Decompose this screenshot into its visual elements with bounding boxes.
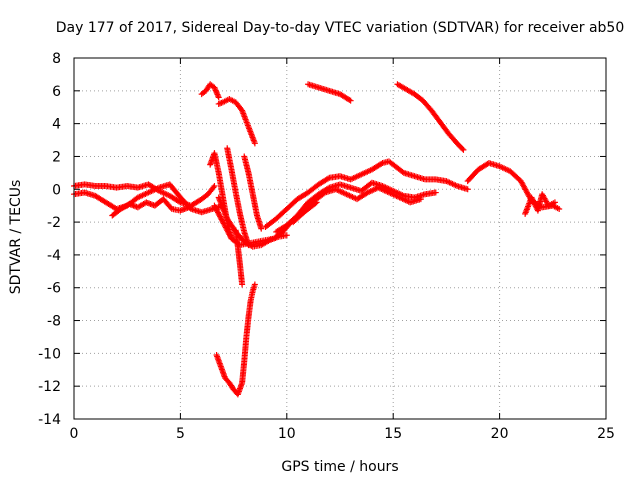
chart-title: Day 177 of 2017, Sidereal Day-to-day VTE… (56, 20, 625, 36)
y-tick-label: -14 (38, 412, 61, 428)
data-point (245, 242, 252, 249)
data-point (258, 225, 265, 232)
y-axis-label: SDTVAR / TECUs (8, 180, 24, 295)
y-tick-label: 8 (52, 51, 61, 67)
y-tick-label: -4 (47, 248, 61, 264)
data-point (417, 196, 424, 203)
y-tick-label: 6 (52, 84, 61, 100)
axis-ticks: 0 5 10 15 20 25 -14 -12 -10 -8 -6 -4 -2 0 2 4 6 8 (38, 51, 615, 442)
data-point (432, 189, 439, 196)
data-point (460, 146, 467, 153)
data-point (228, 235, 235, 242)
y-tick-label: -2 (47, 215, 61, 231)
y-tick-label: -6 (47, 281, 61, 297)
y-tick-label: 2 (52, 149, 61, 165)
series-arc-rise-a (262, 158, 471, 231)
x-tick-label: 0 (70, 426, 79, 442)
data-point (325, 175, 332, 182)
series-arc-deep (213, 281, 258, 398)
data-points (71, 81, 563, 398)
series-arc-top-a (198, 81, 222, 101)
x-axis-label: GPS time / hours (281, 459, 398, 475)
data-point (283, 232, 290, 239)
data-point (211, 182, 218, 189)
data-point (347, 97, 354, 104)
data-point (210, 184, 217, 191)
data-point (239, 281, 246, 288)
data-point (215, 94, 222, 101)
x-tick-label: 25 (597, 426, 615, 442)
x-tick-label: 20 (491, 426, 509, 442)
series-arc-top-d (394, 81, 467, 153)
y-tick-label: -8 (47, 314, 61, 330)
grid-lines (74, 58, 606, 419)
x-tick-label: 10 (278, 426, 296, 442)
series-arc-evening-b (522, 191, 558, 217)
data-point (346, 96, 353, 103)
y-tick-label: -10 (38, 346, 61, 362)
data-point (556, 205, 563, 212)
data-point (185, 204, 192, 211)
plot-frame (73, 57, 607, 420)
data-point (378, 160, 385, 167)
y-tick-label: -12 (38, 379, 61, 395)
series-arc-spike-b (224, 145, 252, 249)
series-arc-top-b (215, 96, 258, 147)
x-tick-label: 5 (176, 426, 185, 442)
series-arc-base-c (109, 196, 192, 219)
data-point (459, 145, 466, 152)
data-point (251, 140, 258, 147)
x-tick-label: 15 (384, 426, 402, 442)
data-point (551, 199, 558, 206)
y-tick-label: 4 (52, 117, 61, 133)
series-arc-top-c (305, 81, 354, 104)
series-arc-rise-c (290, 184, 424, 226)
series-arc-spike-a (207, 150, 235, 242)
series-arc-drop (232, 227, 246, 288)
series-arc-rise-b (273, 179, 439, 235)
data-point (464, 186, 471, 193)
data-point (251, 281, 258, 288)
y-tick-label: 0 (52, 182, 61, 198)
series-arc-spike-c (241, 153, 265, 232)
